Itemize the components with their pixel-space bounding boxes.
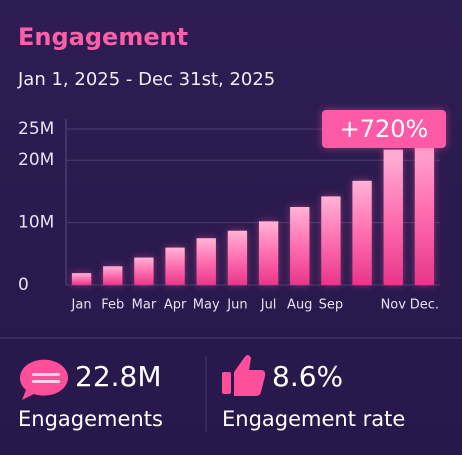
bar <box>165 247 185 285</box>
stat-value: 22.8M <box>75 360 162 393</box>
x-tick-label: Mar <box>132 298 157 313</box>
title: Engagement <box>18 23 188 51</box>
x-tick-label: Sep <box>319 298 344 313</box>
x-tick-label: May <box>193 298 220 313</box>
bar <box>196 238 216 285</box>
stat-label: Engagement rate <box>222 407 405 431</box>
bar <box>414 132 435 285</box>
bar <box>103 266 123 285</box>
y-tick-label: 10M <box>18 213 54 233</box>
badge-label: +720% <box>340 115 429 143</box>
stat-label: Engagements <box>18 407 163 431</box>
badge <box>322 110 446 148</box>
x-tick-label: Aug <box>287 298 312 313</box>
stat-value: 8.6% <box>272 360 343 393</box>
bar <box>71 273 92 285</box>
x-tick-label: Apr <box>164 298 187 313</box>
bar <box>321 196 341 285</box>
y-tick-label: 25M <box>18 119 54 139</box>
bar <box>383 149 403 285</box>
y-tick-label: 0 <box>18 275 29 295</box>
bar <box>258 221 279 285</box>
thumb-icon <box>222 355 266 396</box>
x-tick-label: Feb <box>101 298 124 313</box>
x-tick-label: Nov <box>381 298 407 313</box>
x-tick-label: Dec. <box>410 298 439 313</box>
bar <box>134 257 154 285</box>
bar <box>290 207 310 285</box>
subtitle: Jan 1, 2025 - Dec 31st, 2025 <box>17 69 275 90</box>
bar <box>227 230 248 285</box>
plot: 0 10M 20M 25M Jan Feb Mar Apr May Jun Jul Aug Sep Nov… <box>18 110 446 313</box>
chat-icon <box>19 359 68 400</box>
x-tick-label: Jul <box>260 298 277 313</box>
x-tick-label: Jan <box>71 298 92 313</box>
bar <box>352 180 372 285</box>
x-tick-label: Jun <box>226 298 247 313</box>
y-tick-label: 20M <box>18 150 54 170</box>
